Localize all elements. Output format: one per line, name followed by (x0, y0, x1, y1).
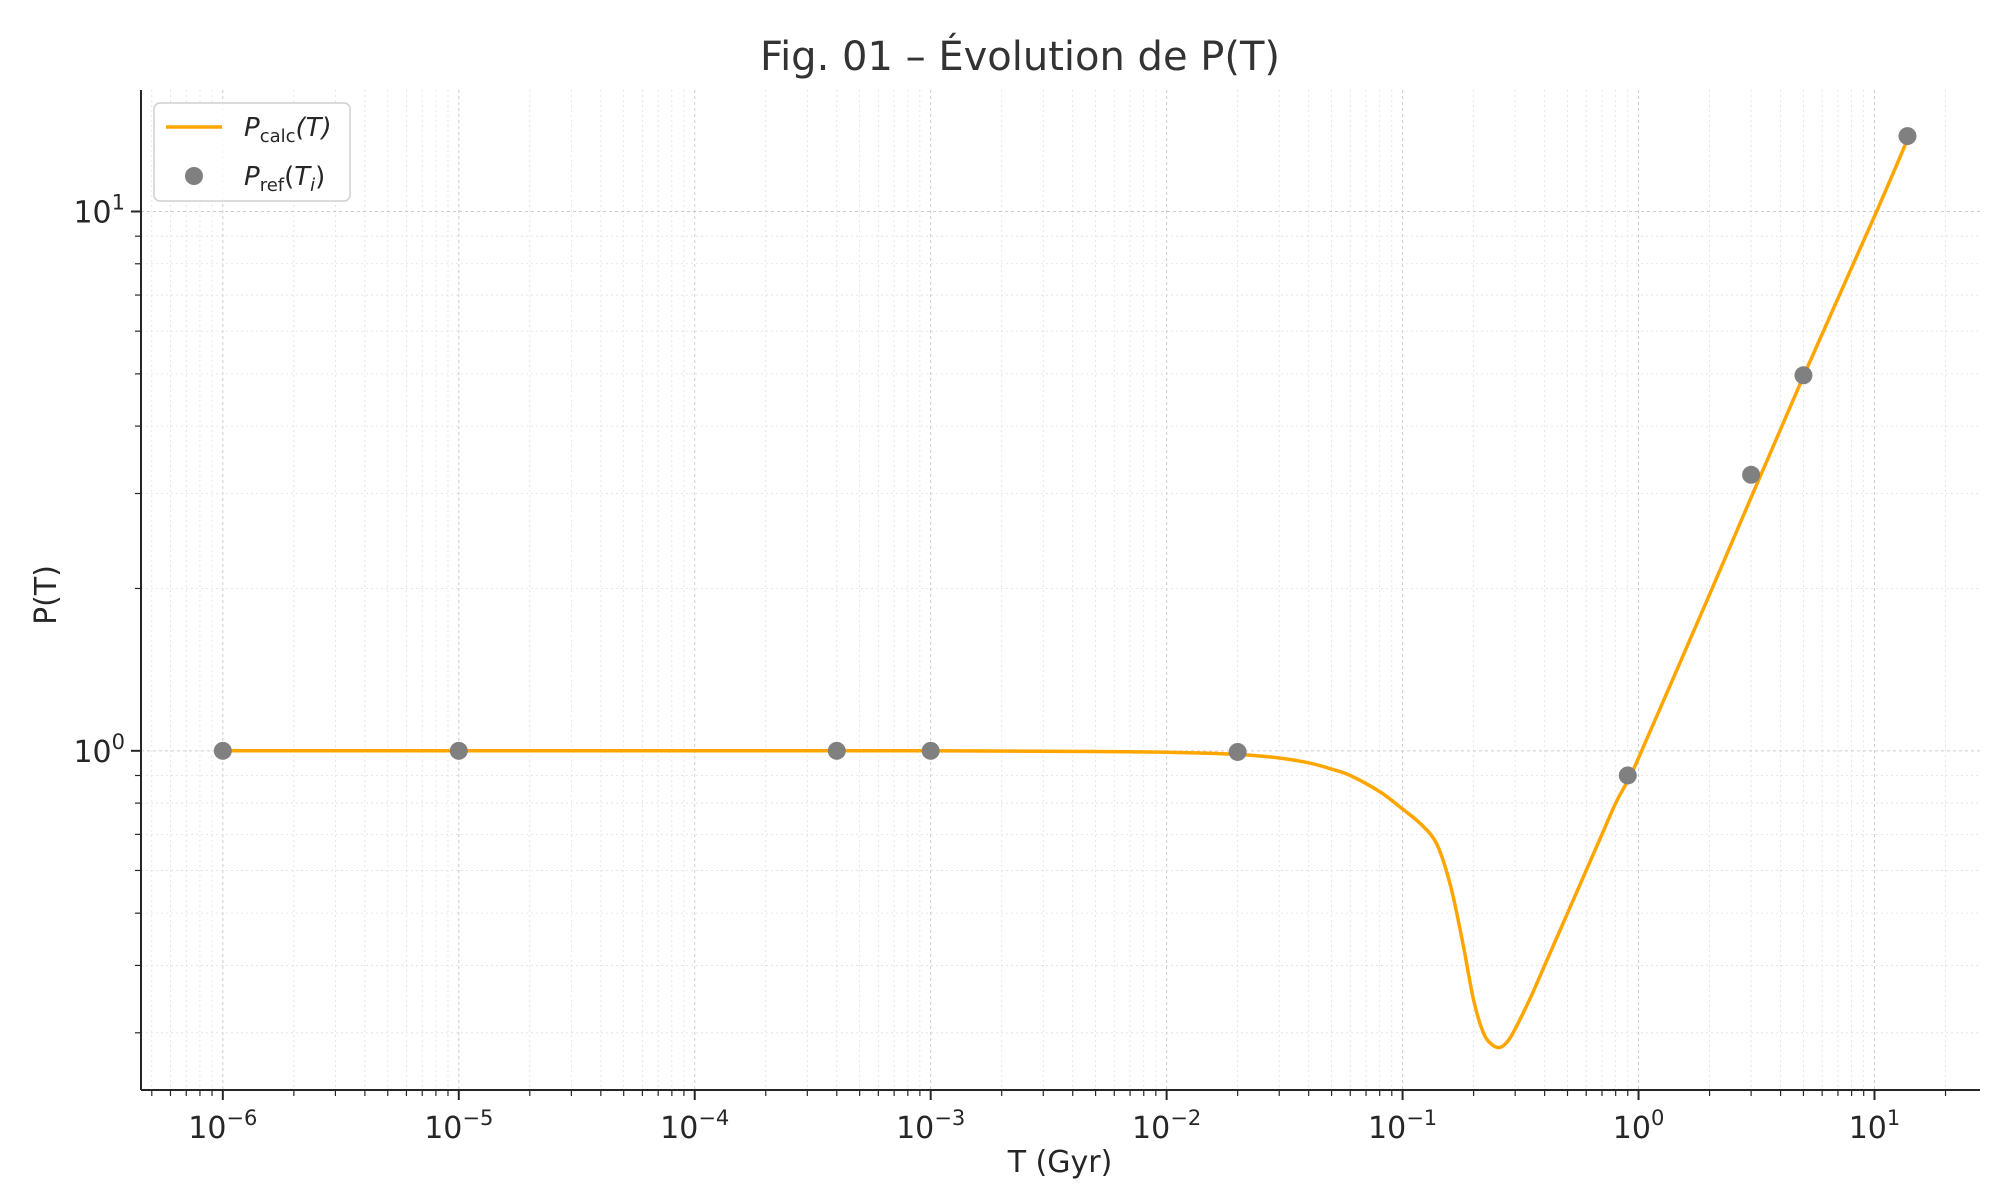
data-point-p-ref (213, 741, 232, 760)
data-point-p-ref (1742, 465, 1761, 484)
plot-area (213, 127, 1917, 1050)
x-tick-label: 10−1 (1368, 1106, 1437, 1146)
x-tick-label: 101 (1849, 1106, 1901, 1146)
legend-label-calc: Pcalc(T) (244, 113, 332, 147)
x-tick-label: 10−2 (1132, 1106, 1201, 1146)
x-tick-label: 10−6 (188, 1106, 257, 1146)
legend-label-ref: Pref(Ti) (244, 162, 325, 196)
data-point-p-ref (1618, 766, 1637, 785)
y-tick-label: 100 (73, 730, 125, 770)
ticks: 10−6 10−5 10−4 10−3 10−2 10−1 100 101 100 101 (73, 191, 1947, 1146)
x-tick-label: 100 (1613, 1106, 1665, 1146)
chart-title: Fig. 01 – Évolution de P(T) (760, 32, 1280, 80)
legend-dot-swatch (185, 167, 203, 185)
series-line-p-calc (222, 138, 1910, 1050)
legend: Pcalc(T) Pref(Ti) (153, 102, 351, 202)
data-point-p-ref (1794, 366, 1813, 385)
data-point-p-ref (921, 741, 940, 760)
x-tick-label: 10−4 (660, 1106, 729, 1146)
x-tick-label: 10−3 (896, 1106, 965, 1146)
y-tick-label: 101 (73, 191, 125, 231)
x-tick-label: 10−5 (424, 1106, 493, 1146)
data-point-p-ref (449, 741, 468, 760)
data-point-p-ref (1228, 742, 1247, 761)
data-point-p-ref (827, 741, 846, 760)
x-axis-label: T (Gyr) (1007, 1145, 1113, 1180)
data-point-p-ref (1898, 127, 1917, 146)
grid (141, 90, 1980, 1090)
y-axis-label: P(T) (29, 565, 64, 625)
